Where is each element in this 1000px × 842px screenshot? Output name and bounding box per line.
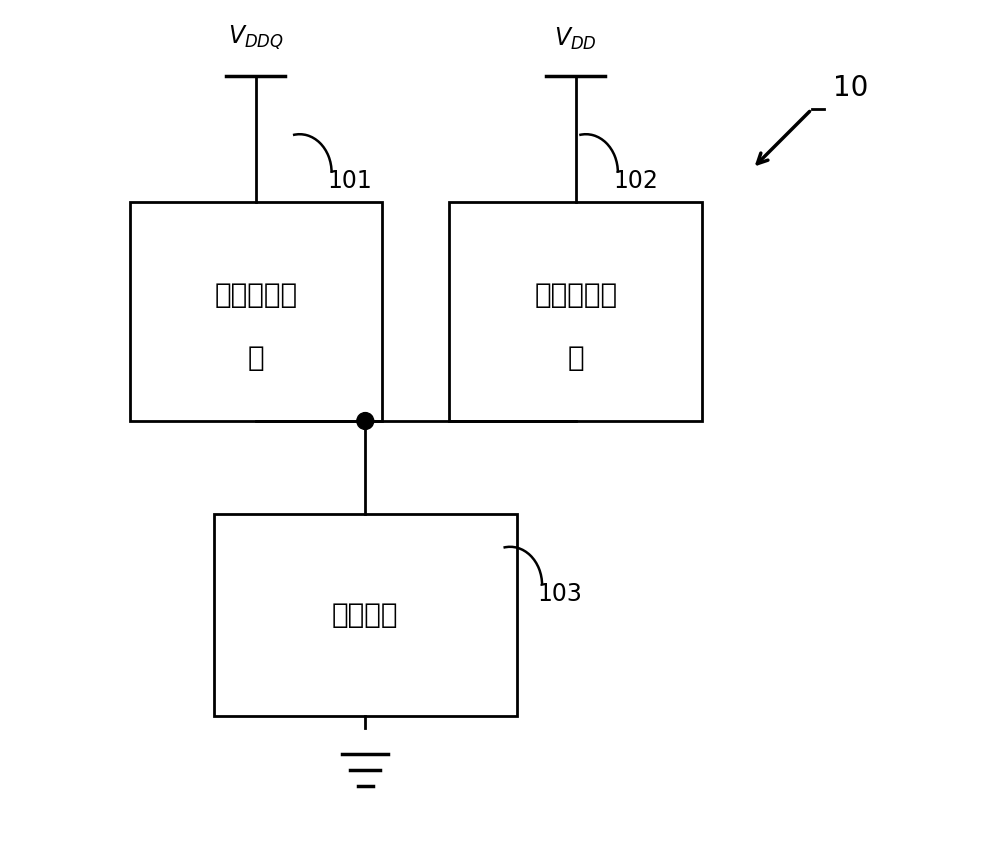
Polygon shape <box>130 202 382 421</box>
Polygon shape <box>214 514 517 716</box>
Polygon shape <box>449 202 702 421</box>
Text: 路: 路 <box>248 344 264 372</box>
Text: 103: 103 <box>538 582 583 605</box>
Text: 第二上拉电: 第二上拉电 <box>534 280 617 309</box>
Text: 10: 10 <box>833 74 868 103</box>
Text: 101: 101 <box>327 169 372 193</box>
Circle shape <box>357 413 374 429</box>
Text: 路: 路 <box>567 344 584 372</box>
Text: 102: 102 <box>614 169 659 193</box>
Text: $V_{DD}$: $V_{DD}$ <box>554 26 597 52</box>
Text: 下拉电路: 下拉电路 <box>332 600 399 629</box>
Text: 第一上拉电: 第一上拉电 <box>214 280 297 309</box>
Text: $V_{DDQ}$: $V_{DDQ}$ <box>228 24 284 52</box>
